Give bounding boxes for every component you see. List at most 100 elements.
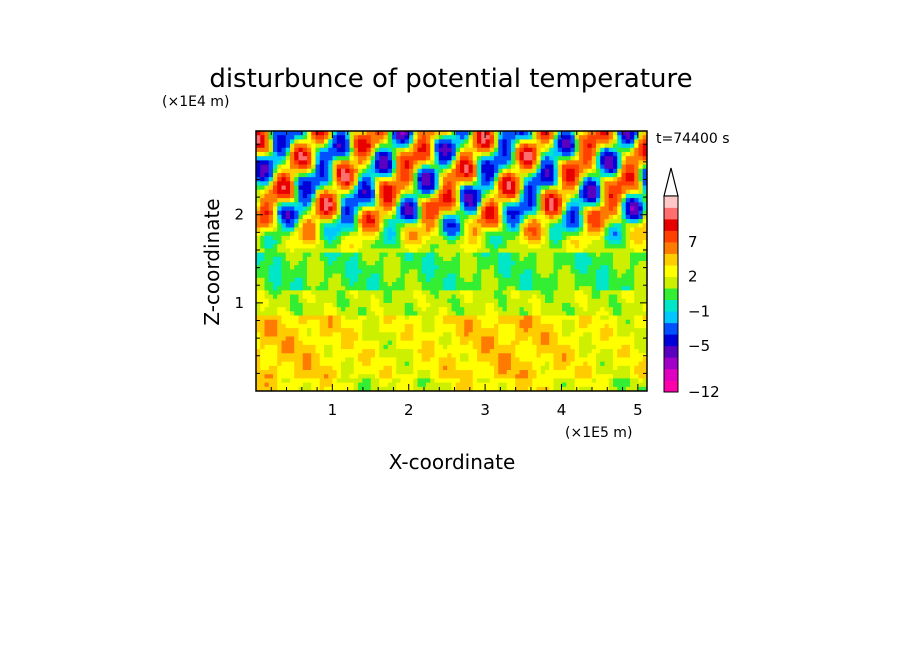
field-cell (477, 261, 482, 266)
field-cell (302, 219, 308, 224)
field-cell (294, 181, 300, 187)
field-cell (353, 349, 359, 354)
field-cell (307, 231, 312, 237)
field-cell (268, 135, 274, 140)
field-cell (485, 139, 491, 145)
field-cell (540, 357, 546, 363)
field-cell (319, 261, 325, 266)
field-cell (506, 185, 512, 191)
field-cell (426, 151, 431, 157)
field-cell (494, 168, 499, 174)
field-cell (375, 160, 380, 166)
field-cell (489, 370, 495, 375)
field-cell (562, 252, 567, 258)
field-cell (324, 386, 329, 391)
field-cell (579, 227, 584, 233)
field-cell (336, 235, 342, 241)
field-cell (549, 147, 555, 153)
field-cell (413, 252, 419, 258)
field-cell (519, 240, 525, 245)
field-cell (256, 349, 261, 354)
field-cell (443, 298, 448, 304)
field-cell (562, 147, 567, 153)
field-cell (447, 202, 453, 208)
field-cell (545, 189, 550, 195)
field-cell (532, 281, 538, 287)
field-cell (370, 378, 376, 384)
field-cell (324, 244, 329, 250)
field-cell (545, 273, 550, 279)
field-cell (336, 210, 342, 216)
field-cell (400, 261, 406, 266)
field-cell (370, 235, 376, 241)
field-cell (315, 328, 321, 333)
field-cell (290, 286, 295, 291)
field-cell (443, 286, 448, 291)
field-cell (404, 252, 410, 258)
field-cell (349, 248, 355, 254)
field-cell (358, 198, 363, 203)
field-cell (375, 156, 380, 161)
field-cell (285, 156, 291, 161)
field-cell (472, 386, 478, 391)
field-cell (379, 370, 385, 375)
field-cell (443, 344, 448, 350)
field-cell (498, 252, 504, 258)
field-cell (379, 386, 385, 391)
field-cell (366, 131, 372, 136)
field-cell (455, 307, 461, 312)
field-cell (336, 252, 342, 258)
field-cell (345, 374, 351, 380)
field-cell (268, 277, 274, 283)
field-cell (319, 340, 325, 346)
field-cell (324, 349, 329, 354)
field-cell (362, 269, 368, 275)
field-cell (587, 210, 593, 216)
field-cell (468, 156, 474, 161)
field-cell (396, 231, 402, 237)
field-cell (358, 164, 363, 170)
field-cell (583, 135, 589, 140)
field-cell (349, 177, 355, 182)
field-cell (570, 302, 576, 308)
field-cell (370, 370, 376, 375)
field-cell (392, 294, 397, 300)
field-cell (443, 151, 448, 157)
field-cell (519, 336, 525, 342)
field-cell (375, 177, 380, 182)
field-cell (447, 353, 453, 359)
field-cell (302, 193, 308, 199)
field-cell (494, 286, 499, 291)
field-cell (587, 252, 593, 258)
field-cell (281, 328, 287, 333)
field-cell (298, 386, 304, 391)
field-cell (502, 181, 508, 187)
field-cell (591, 269, 597, 275)
field-cell (307, 139, 312, 145)
field-cell (400, 143, 406, 149)
field-cell (336, 382, 342, 388)
field-cell (528, 336, 533, 342)
field-cell (392, 252, 397, 258)
field-cell (430, 139, 436, 145)
field-cell (400, 286, 406, 291)
field-cell (455, 181, 461, 187)
field-cell (311, 298, 317, 304)
field-cell (438, 210, 444, 216)
field-cell (451, 193, 457, 199)
field-cell (294, 214, 300, 220)
field-cell (319, 227, 325, 233)
field-cell (515, 273, 521, 279)
field-cell (311, 349, 317, 354)
field-cell (528, 223, 533, 229)
field-cell (562, 286, 567, 291)
field-cell (519, 151, 525, 157)
field-cell (562, 374, 567, 380)
field-cell (413, 302, 419, 308)
field-cell (579, 273, 584, 279)
field-cell (370, 147, 376, 153)
field-cell (472, 248, 478, 254)
field-cell (532, 164, 538, 170)
field-cell (362, 336, 368, 342)
field-cell (587, 181, 593, 187)
